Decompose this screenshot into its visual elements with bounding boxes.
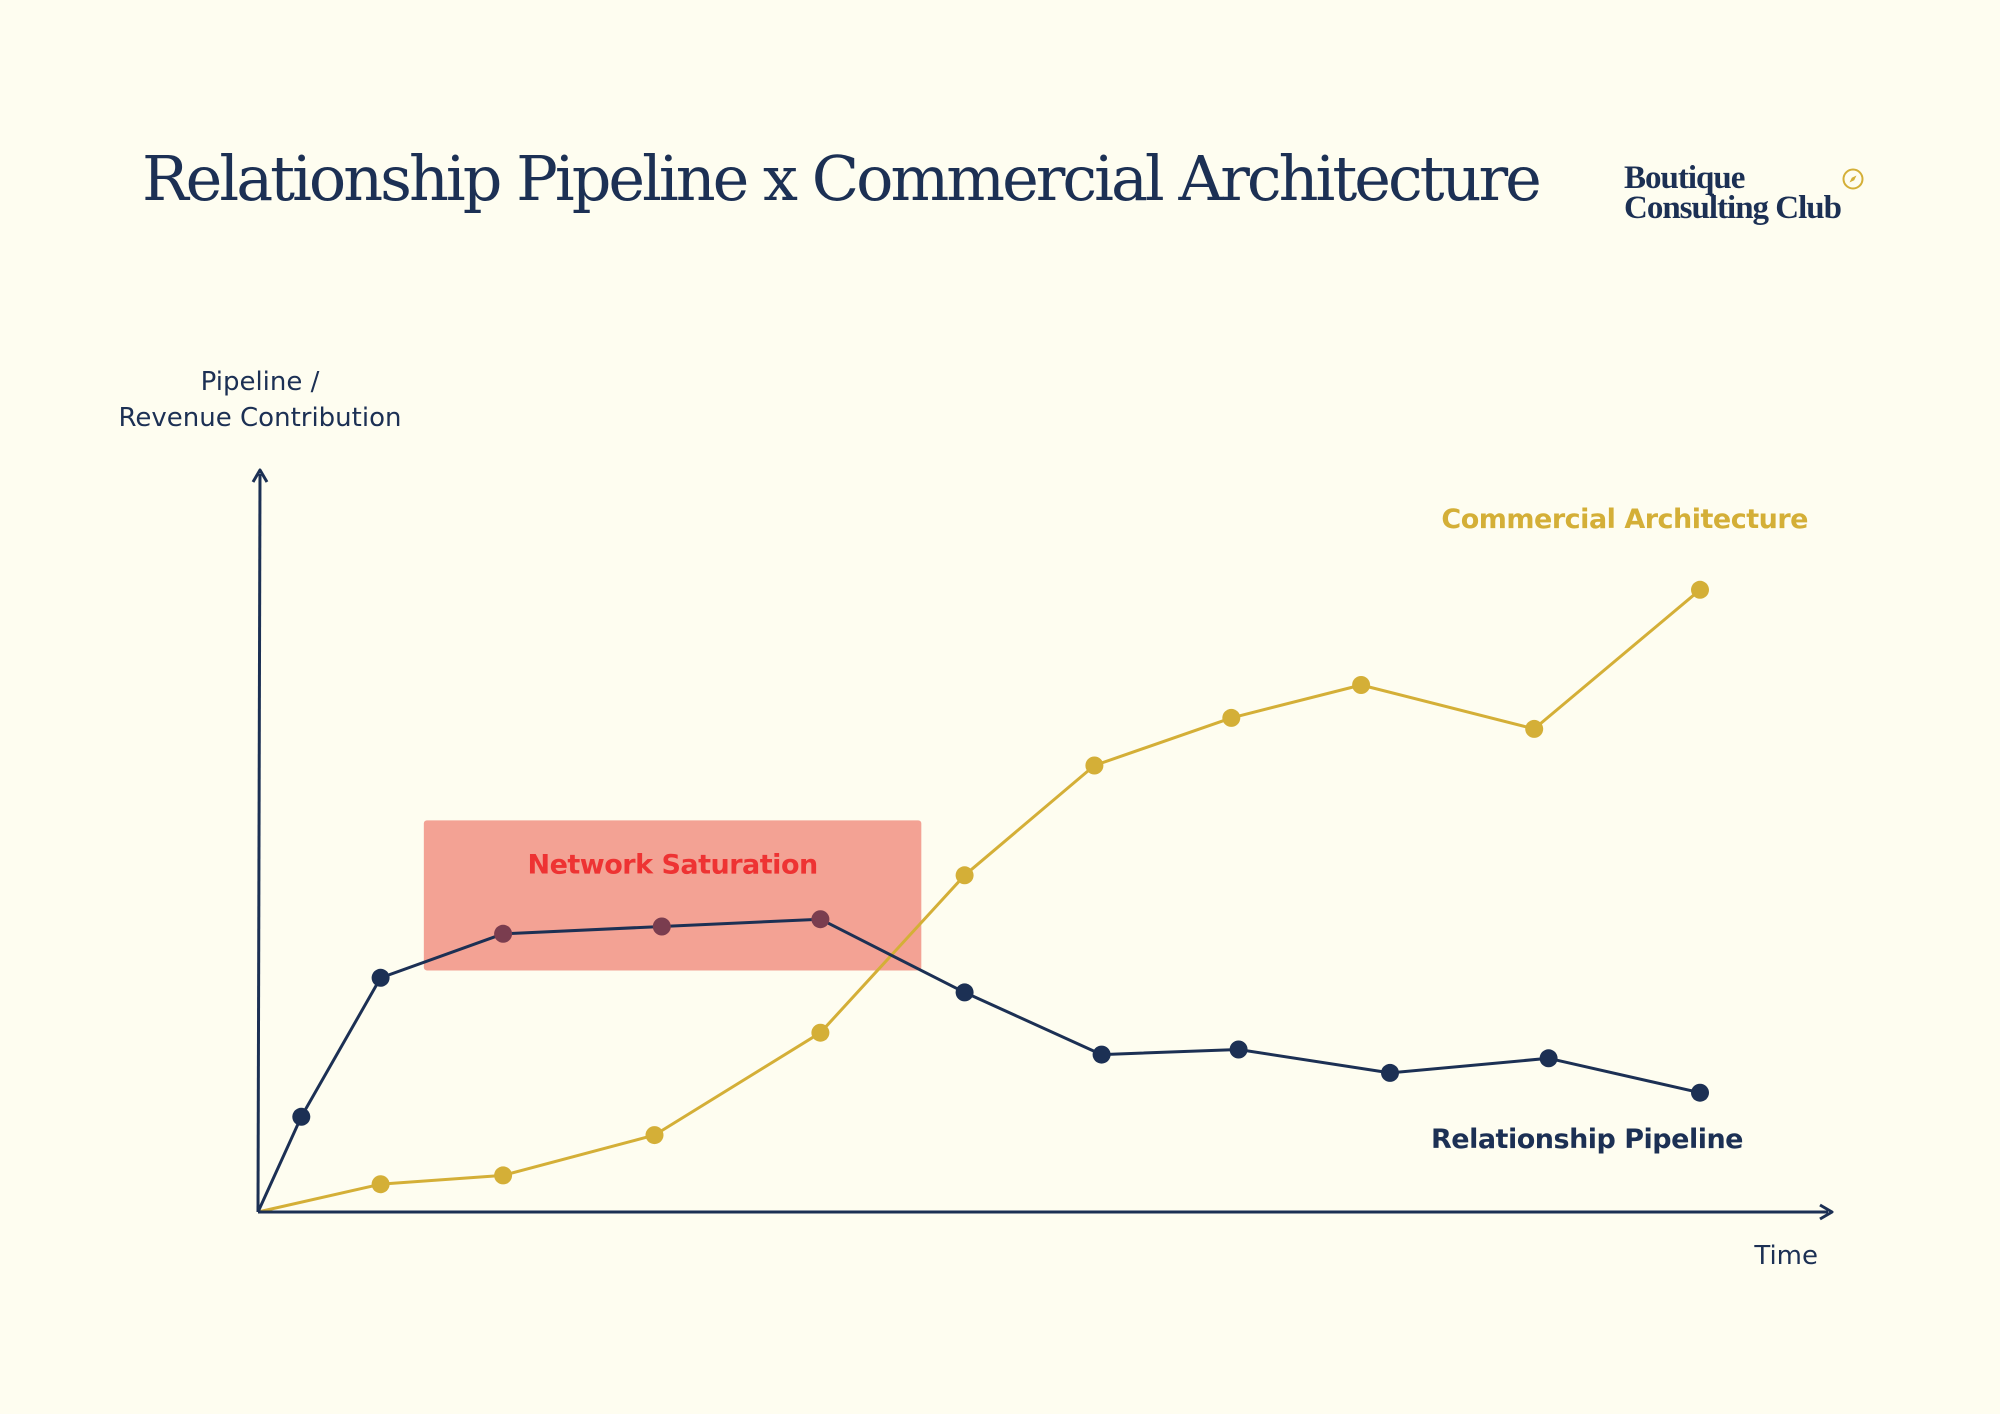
annotation-label-network-saturation: Network Saturation xyxy=(527,849,817,880)
series-label-relationship-pipeline: Relationship Pipeline xyxy=(1431,1124,1743,1155)
brand-line-2: Consulting Club xyxy=(1624,190,1842,226)
brand-logo: Boutique Consulting Club xyxy=(1624,160,1842,226)
data-point-commercial-architecture-9 xyxy=(1525,719,1544,738)
data-point-relationship-pipeline-6 xyxy=(955,983,974,1002)
data-point-commercial-architecture-4 xyxy=(811,1023,830,1042)
data-point-relationship-pipeline-2 xyxy=(371,968,390,987)
brand-line-1: Boutique xyxy=(1624,160,1745,196)
data-point-relationship-pipeline-7 xyxy=(1092,1045,1111,1064)
data-point-commercial-architecture-2 xyxy=(494,1166,513,1185)
data-point-relationship-pipeline-4 xyxy=(652,917,671,936)
data-point-relationship-pipeline-9 xyxy=(1381,1063,1399,1082)
data-point-commercial-architecture-3 xyxy=(645,1126,664,1145)
data-point-relationship-pipeline-3 xyxy=(494,924,513,943)
compass-icon xyxy=(1842,168,1864,190)
data-point-commercial-architecture-1 xyxy=(371,1175,390,1194)
data-point-commercial-architecture-7 xyxy=(1222,708,1241,727)
data-point-commercial-architecture-5 xyxy=(955,866,974,885)
series-label-commercial-architecture: Commercial Architecture xyxy=(1441,504,1808,535)
data-point-commercial-architecture-10 xyxy=(1691,580,1709,599)
x-axis-label: Time xyxy=(1753,1241,1818,1271)
page-title: Relationship Pipeline x Commercial Archi… xyxy=(142,142,1542,215)
data-point-relationship-pipeline-8 xyxy=(1229,1040,1248,1059)
data-point-relationship-pipeline-5 xyxy=(811,910,830,929)
y-axis-label-line-2: Revenue Contribution xyxy=(119,403,402,433)
data-point-relationship-pipeline-1 xyxy=(292,1107,311,1126)
data-point-commercial-architecture-6 xyxy=(1085,756,1104,775)
y-axis-label-line-1: Pipeline / xyxy=(201,367,320,397)
data-point-relationship-pipeline-10 xyxy=(1539,1049,1558,1068)
data-point-relationship-pipeline-11 xyxy=(1691,1083,1709,1102)
x-axis-arrow xyxy=(1819,1203,1834,1221)
y-axis xyxy=(256,473,262,1213)
data-point-commercial-architecture-8 xyxy=(1352,676,1371,694)
network-saturation-zone xyxy=(423,820,922,971)
y-axis-arrow xyxy=(251,468,269,483)
series-line-relationship-pipeline xyxy=(256,917,1701,1213)
